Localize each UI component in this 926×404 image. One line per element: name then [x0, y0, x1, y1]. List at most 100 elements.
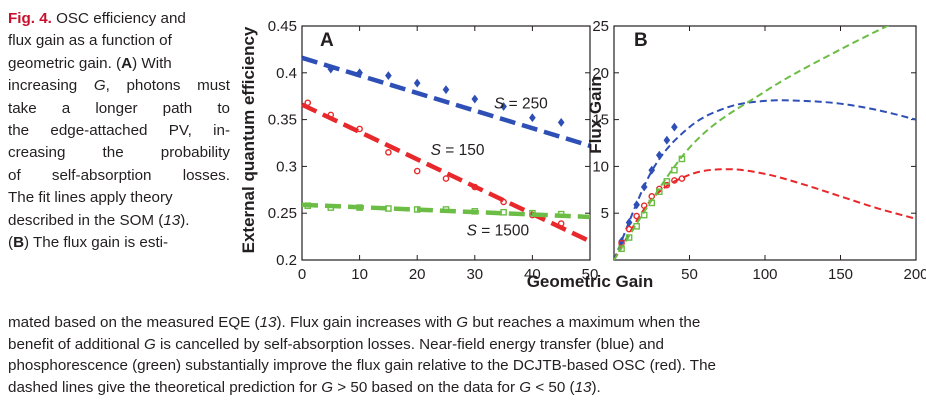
caption-segment: take a longer path to: [8, 99, 230, 117]
data-point: [557, 220, 565, 227]
panel-a-letter: A: [320, 30, 334, 51]
data-point: [557, 210, 565, 218]
caption-segment: increasing: [8, 77, 94, 95]
data-point: [327, 64, 335, 74]
caption-segment: > 50 based on the data for: [333, 378, 520, 396]
caption-segment: G: [321, 378, 334, 396]
series-label-variable: S: [431, 142, 442, 159]
data-point: [663, 178, 671, 185]
data-point: [442, 85, 450, 95]
series-blue: S = 250: [301, 55, 591, 148]
data-point: [356, 125, 363, 133]
series-red: S = 150: [301, 99, 591, 244]
caption-segment: ).: [180, 211, 190, 229]
y-tick-label: 0.4: [276, 65, 297, 82]
series-label-variable: S: [467, 223, 478, 240]
data-point: [640, 182, 648, 192]
data-point: [678, 155, 686, 163]
caption-bottom-text: mated based on the measured EQE (13). Fl…: [8, 312, 918, 398]
data-point: [385, 205, 392, 212]
caption-side-line: The fit lines apply theory: [8, 187, 230, 209]
panel-a-frame: [301, 25, 591, 261]
y-tick-label: 0.2: [276, 252, 297, 269]
x-tick-label: 0: [298, 266, 306, 283]
data-point: [529, 209, 536, 217]
series-label: S = 250: [494, 95, 548, 112]
data-point: [671, 166, 678, 174]
caption-segment: 13: [163, 211, 181, 229]
data-point: [640, 202, 648, 210]
panel-b-y-axis-label: Flux Gain: [586, 76, 605, 153]
data-point: [471, 94, 479, 104]
y-tick-label: 25: [592, 18, 609, 35]
caption-side-line: of self-absorption losses.: [8, 165, 230, 187]
caption-segment: A: [121, 54, 133, 72]
caption-segment: but reaches a maximum when the: [468, 314, 701, 331]
series-blue: [614, 99, 916, 260]
data-point: [655, 150, 663, 160]
caption-segment: ). Flux gain increases with: [276, 314, 457, 331]
data-point: [442, 175, 450, 182]
caption-segment: ).: [591, 378, 601, 396]
caption-segment: of self-absorption losses.: [8, 166, 230, 184]
caption-side-line: creasing the probability: [8, 142, 230, 164]
caption-bottom-line: benefit of additional G is cancelled by …: [8, 334, 918, 356]
data-point: [385, 149, 392, 156]
caption-segment: the edge-attached PV, in-: [8, 122, 230, 140]
caption-segment: G: [519, 378, 532, 396]
caption-segment: , photons must: [105, 77, 230, 95]
caption-segment: 13: [574, 378, 592, 396]
y-tick-label: 0.35: [268, 112, 297, 129]
data-point: [671, 177, 678, 184]
data-point: [413, 206, 421, 213]
y-tick-label: 15: [592, 112, 609, 129]
series-green: [614, 26, 890, 260]
caption-bottom-line: dashed lines give the theoretical predic…: [8, 377, 918, 399]
x-tick-label: 20: [409, 266, 426, 283]
y-tick-label: 0.45: [268, 18, 297, 35]
panel-b-frame: [613, 25, 917, 261]
x-tick-label: 150: [828, 266, 853, 283]
data-point: [442, 206, 450, 213]
series-label-value: = 150: [441, 142, 485, 159]
caption-side-line: take a longer path to: [8, 98, 230, 120]
data-point: [500, 198, 507, 206]
caption-side-line: (B) The flux gain is esti-: [8, 232, 230, 254]
data-point: [304, 99, 312, 107]
panel-b-letter: B: [634, 30, 648, 51]
caption-side-line: Fig. 4. OSC efficiency and: [8, 8, 230, 30]
panel-a-chart: A 0 10 20 30 40 50 0.2 0.25 0.3 0.35 0.4 0.45 S = 2…: [239, 18, 653, 291]
caption-segment: phosphorescence (green) substantially im…: [8, 357, 716, 375]
y-tick-label: 20: [592, 65, 609, 82]
data-point: [618, 245, 625, 253]
figure-charts: A 0 10 20 30 40 50 0.2 0.25 0.3 0.35 0.4 0.45 S = 2…: [239, 18, 926, 291]
data-point: [471, 208, 479, 215]
data-point: [356, 68, 363, 78]
caption-segment: creasing the probability: [8, 144, 230, 162]
data-point: [304, 202, 312, 210]
caption-segment: described in the SOM (: [8, 211, 164, 229]
data-point: [500, 102, 507, 111]
caption-segment: is cancelled by self-absorption losses. …: [155, 335, 664, 353]
data-point: [327, 204, 335, 211]
y-tick-label: 10: [592, 158, 609, 175]
series-label: S = 150: [431, 142, 485, 159]
x-tick-label: 200: [903, 266, 926, 283]
data-point: [529, 113, 536, 123]
x-tick-label: 50: [582, 266, 599, 283]
caption-side-line: increasing G, photons must: [8, 75, 230, 97]
panel-b-chart: B 50 100 150 200 5 10 15 20 25 Flux Gain: [586, 18, 926, 283]
data-point: [663, 135, 671, 145]
caption-segment: B: [13, 234, 25, 252]
panel-b-series: [614, 26, 916, 260]
x-tick-label: 100: [752, 266, 777, 283]
panel-a-y-axis-label: External quantum efficiency: [239, 26, 258, 253]
panel-b-ticks: 50 100 150 200 5 10 15 20 25: [592, 18, 926, 283]
theory-curve: [614, 99, 916, 260]
data-point: [633, 212, 640, 220]
caption-segment: G: [93, 77, 106, 95]
caption-segment: (: [8, 234, 14, 252]
fit-line: [301, 102, 591, 244]
panel-a-x-axis-label: Geometric Gain: [527, 272, 654, 291]
caption-side-line: flux gain as a function of: [8, 30, 230, 52]
